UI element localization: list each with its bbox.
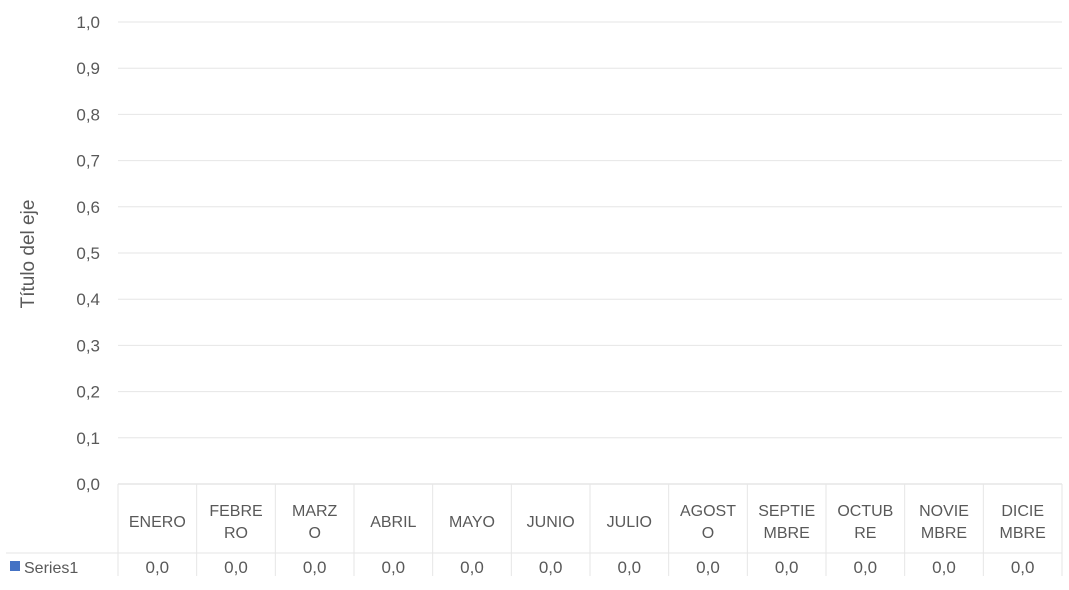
data-value-label: 0,0 [854, 558, 878, 577]
category-label-line: SEPTIE [758, 503, 815, 520]
y-axis-ticks: 0,0 0,1 0,2 0,3 0,4 0,5 0,6 0,7 0,8 0,9 1,0 [76, 13, 100, 494]
data-value-label: 0,0 [618, 558, 642, 577]
category-label-line: RE [854, 525, 876, 542]
y-tick-label: 0,5 [76, 244, 100, 263]
y-tick-label: 0,0 [76, 475, 100, 494]
data-value-label: 0,0 [932, 558, 956, 577]
category-label-line: MBRE [764, 525, 810, 542]
category-label-line: RO [224, 525, 248, 542]
category-label-line: MARZ [292, 503, 338, 520]
category-label-line: MBRE [1000, 525, 1046, 542]
category-label-line: MBRE [921, 525, 967, 542]
category-label-line: O [308, 525, 320, 542]
y-tick-label: 0,9 [76, 59, 100, 78]
category-label: SEPTIE MBRE [758, 503, 815, 542]
category-label-line: JULIO [607, 514, 652, 531]
y-tick-label: 0,3 [76, 336, 100, 355]
category-label-line: O [702, 525, 714, 542]
category-label-line: FEBRE [209, 503, 262, 520]
category-label-line: DICIE [1001, 503, 1044, 520]
category-label: ENERO [129, 514, 186, 531]
category-label-line: OCTUB [837, 503, 893, 520]
data-value-label: 0,0 [460, 558, 484, 577]
category-label: FEBRE RO [209, 503, 262, 542]
category-label-line: JUNIO [527, 514, 575, 531]
data-value-label: 0,0 [1011, 558, 1035, 577]
data-value-label: 0,0 [224, 558, 248, 577]
category-label: MARZ O [292, 503, 338, 542]
category-label-line: ABRIL [370, 514, 416, 531]
category-label: JUNIO [527, 514, 575, 531]
category-label: DICIE MBRE [1000, 503, 1046, 542]
data-value-label: 0,0 [775, 558, 799, 577]
category-label: NOVIE MBRE [919, 503, 969, 542]
data-value-label: 0,0 [382, 558, 406, 577]
category-label-line: NOVIE [919, 503, 969, 520]
category-label-line: AGOST [680, 503, 736, 520]
data-value-label: 0,0 [146, 558, 170, 577]
y-tick-label: 1,0 [76, 13, 100, 32]
category-label: OCTUB RE [837, 503, 893, 542]
category-label: AGOST O [680, 503, 736, 542]
y-tick-label: 0,4 [76, 290, 100, 309]
y-tick-label: 0,6 [76, 198, 100, 217]
data-value-label: 0,0 [303, 558, 327, 577]
y-tick-label: 0,2 [76, 383, 100, 402]
category-label: ABRIL [370, 514, 416, 531]
data-value-label: 0,0 [539, 558, 563, 577]
y-tick-label: 0,7 [76, 152, 100, 171]
y-tick-label: 0,1 [76, 429, 100, 448]
category-label-line: ENERO [129, 514, 186, 531]
y-tick-label: 0,8 [76, 105, 100, 124]
data-table: ENERO FEBRE RO MARZ O ABRIL MAYO JUNIO JULIO AGOS… [6, 483, 1063, 577]
legend-key-series1 [10, 561, 20, 571]
y-axis-title: Título del eje [18, 200, 39, 309]
gridlines [118, 21, 1062, 485]
data-value-label: 0,0 [696, 558, 720, 577]
category-label: JULIO [607, 514, 652, 531]
category-label-line: MAYO [449, 514, 495, 531]
category-label: MAYO [449, 514, 495, 531]
series-name: Series1 [24, 560, 78, 577]
